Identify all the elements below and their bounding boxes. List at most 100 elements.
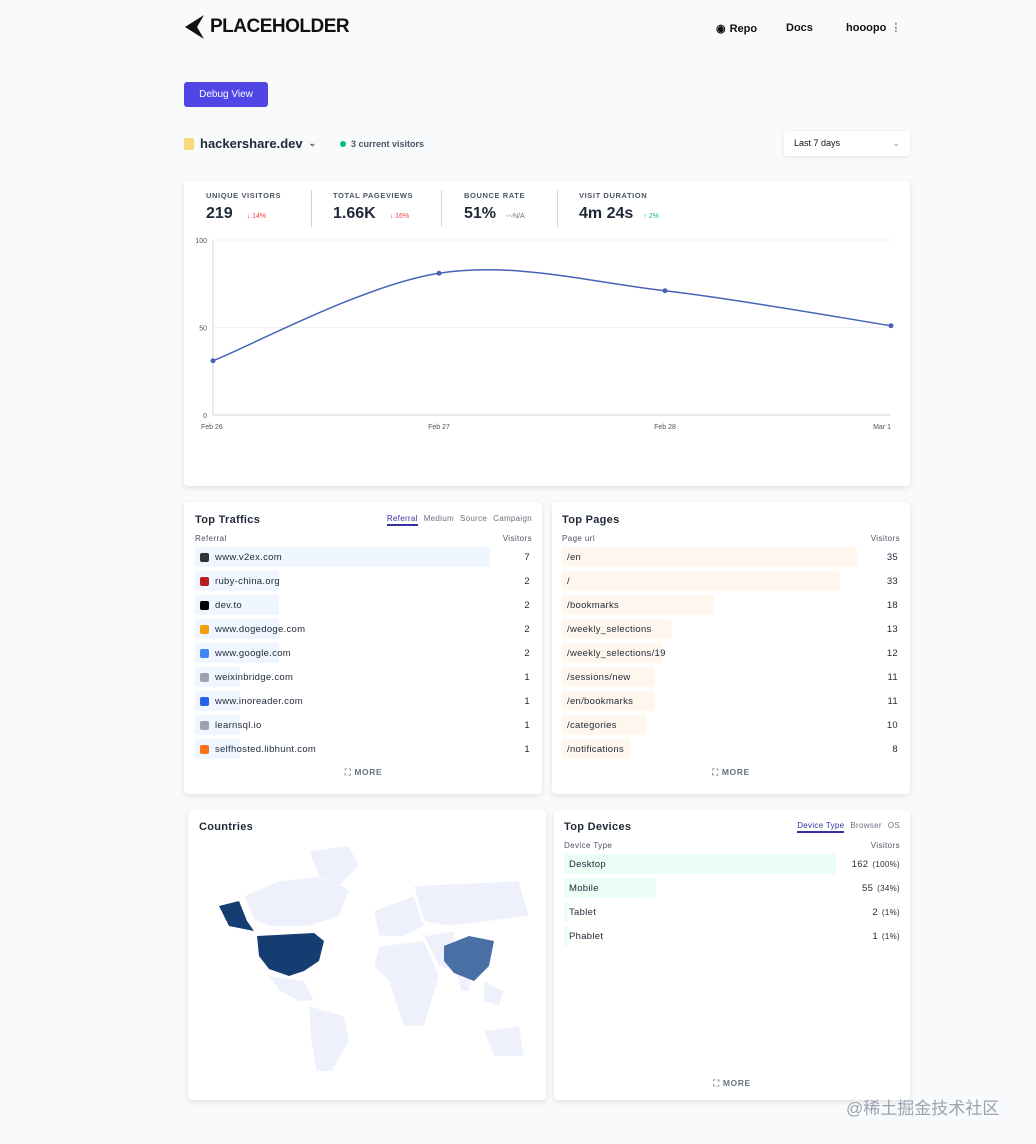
- data-point[interactable]: [436, 270, 442, 276]
- tab-os[interactable]: OS: [887, 821, 900, 830]
- y-tick-label: 0: [203, 413, 207, 420]
- stat-visit-duration[interactable]: VISIT DURATION 4m 24s ↑ 2%: [579, 191, 659, 223]
- x-tick-label: Feb 28: [654, 424, 676, 431]
- tab-browser[interactable]: Browser: [850, 821, 882, 830]
- page-row[interactable]: /sessions/new 11: [562, 665, 900, 689]
- device-row[interactable]: Tablet 2 (1%): [564, 900, 900, 924]
- favicon-icon: [200, 744, 209, 754]
- stat-bounce-rate[interactable]: BOUNCE RATE 51% 〰N/A: [464, 191, 525, 223]
- more-button[interactable]: ⛶ MORE: [562, 767, 900, 778]
- favicon-icon: [200, 576, 209, 586]
- period-select[interactable]: Last 7 days ⌄: [784, 131, 910, 156]
- share-bar: [562, 595, 714, 615]
- device-row[interactable]: Phablet 1 (1%): [564, 924, 900, 948]
- referrer-name[interactable]: www.inoreader.com: [215, 695, 303, 707]
- docs-link[interactable]: Docs: [786, 22, 813, 34]
- traffic-row[interactable]: ruby-china.org 2: [195, 569, 532, 593]
- traffic-row[interactable]: dev.to 2: [195, 593, 532, 617]
- share-bar: [195, 619, 280, 639]
- device-tabs: Device Type Browser OS: [797, 821, 900, 833]
- tab-device-type[interactable]: Device Type: [797, 821, 845, 833]
- page-url[interactable]: /sessions/new: [567, 671, 631, 683]
- page-url[interactable]: /bookmarks: [567, 599, 620, 611]
- visitor-count: 13: [886, 623, 898, 635]
- data-point[interactable]: [662, 288, 668, 294]
- current-visitors: 3 current visitors: [340, 139, 424, 149]
- site-selector[interactable]: hackershare.dev ⌄: [184, 136, 316, 151]
- country-russia: [413, 880, 530, 927]
- share-bar: [195, 595, 280, 615]
- visitor-count: 162: [851, 858, 869, 870]
- row-label: /categories: [562, 720, 617, 731]
- watermark: @稀土掘金技术社区: [846, 1099, 1000, 1118]
- referrer-name[interactable]: selfhosted.libhunt.com: [215, 743, 317, 755]
- traffic-row[interactable]: www.dogedoge.com 2: [195, 617, 532, 641]
- page-row[interactable]: /weekly_selections 13: [562, 617, 900, 641]
- referrer-name[interactable]: ruby-china.org: [215, 575, 280, 587]
- tab-source[interactable]: Source: [459, 514, 488, 523]
- more-button[interactable]: ⛶ MORE: [195, 767, 532, 778]
- stat-unique-visitors[interactable]: UNIQUE VISITORS 219 ↓ 14%: [206, 191, 281, 223]
- share-bar: [562, 547, 857, 567]
- page-row[interactable]: /en/bookmarks 11: [562, 689, 900, 713]
- x-tick-label: Feb 27: [428, 424, 450, 431]
- data-point[interactable]: [888, 323, 894, 329]
- device-count: 55 (34%): [862, 883, 900, 894]
- repo-link[interactable]: ◉ Repo: [716, 22, 757, 36]
- tab-referral[interactable]: Referral: [386, 514, 418, 526]
- traffic-row[interactable]: www.google.com 2: [195, 641, 532, 665]
- favicon-icon: [200, 600, 209, 610]
- page-url[interactable]: /weekly_selections: [567, 623, 652, 635]
- page-url[interactable]: /categories: [567, 719, 617, 731]
- page-row[interactable]: /categories 10: [562, 713, 900, 737]
- x-tick-label: Mar 1: [873, 424, 891, 431]
- logo[interactable]: PLACEHOLDER: [184, 14, 350, 40]
- page-row[interactable]: /notifications 8: [562, 737, 900, 761]
- more-button[interactable]: ⛶ MORE: [554, 1078, 910, 1089]
- referrer-name[interactable]: www.dogedoge.com: [215, 623, 306, 635]
- page-url[interactable]: /: [567, 575, 570, 587]
- page-row[interactable]: /weekly_selections/19 12: [562, 641, 900, 665]
- row-label: /en/bookmarks: [562, 696, 633, 707]
- page-row[interactable]: /en 35: [562, 545, 900, 569]
- country-greenland: [308, 845, 360, 887]
- device-row[interactable]: Desktop 162 (100%): [564, 852, 900, 876]
- page-url[interactable]: /en: [567, 551, 582, 563]
- visitor-percent: (1%): [881, 931, 900, 941]
- traffic-list: www.v2ex.com 7 ruby-china.org 2 dev.to 2 www.d…: [195, 545, 532, 761]
- device-row[interactable]: Mobile 55 (34%): [564, 876, 900, 900]
- stat-value: 4m 24s: [579, 205, 634, 222]
- traffic-row[interactable]: weixinbridge.com 1: [195, 665, 532, 689]
- country-china: [444, 936, 494, 981]
- traffic-row[interactable]: www.v2ex.com 7: [195, 545, 532, 569]
- visitor-count: 18: [886, 599, 898, 611]
- world-map[interactable]: [199, 841, 530, 1077]
- row-label: www.google.com: [195, 648, 291, 659]
- tab-campaign[interactable]: Campaign: [493, 514, 532, 523]
- referrer-name[interactable]: www.google.com: [215, 647, 292, 659]
- tab-medium[interactable]: Medium: [423, 514, 454, 523]
- referrer-name[interactable]: dev.to: [215, 599, 242, 611]
- share-bar: [195, 715, 240, 735]
- traffic-row[interactable]: selfhosted.libhunt.com 1: [195, 737, 532, 761]
- stat-total-pageviews[interactable]: TOTAL PAGEVIEWS 1.66K ↓ 16%: [333, 191, 413, 223]
- stat-label: TOTAL PAGEVIEWS: [333, 191, 414, 200]
- stat-value: 1.66K: [333, 205, 376, 222]
- data-point[interactable]: [210, 358, 216, 364]
- page-url[interactable]: /notifications: [567, 743, 625, 755]
- row-label: /: [562, 576, 570, 587]
- referrer-name[interactable]: weixinbridge.com: [215, 671, 294, 683]
- share-bar: [195, 739, 240, 759]
- visitor-count: 10: [886, 719, 898, 731]
- page-url[interactable]: /en/bookmarks: [567, 695, 634, 707]
- page-url[interactable]: /weekly_selections/19: [567, 647, 666, 659]
- page-row[interactable]: / 33: [562, 569, 900, 593]
- traffic-row[interactable]: www.inoreader.com 1: [195, 689, 532, 713]
- referrer-name[interactable]: www.v2ex.com: [215, 551, 282, 563]
- stat-label: BOUNCE RATE: [464, 191, 526, 200]
- debug-view-button[interactable]: Debug View: [184, 82, 268, 107]
- page-row[interactable]: /bookmarks 18: [562, 593, 900, 617]
- user-menu[interactable]: hooopo ⋮: [846, 21, 901, 35]
- traffic-row[interactable]: learnsql.io 1: [195, 713, 532, 737]
- referrer-name[interactable]: learnsql.io: [215, 719, 262, 731]
